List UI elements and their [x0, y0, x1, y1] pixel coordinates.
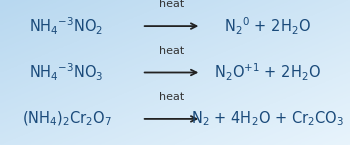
Text: NH$_4$$^{-3}$NO$_2$: NH$_4$$^{-3}$NO$_2$	[29, 15, 104, 37]
Text: N$_2$ + 4H$_2$O + Cr$_2$CO$_3$: N$_2$ + 4H$_2$O + Cr$_2$CO$_3$	[191, 110, 344, 128]
Text: (NH$_4$)$_2$Cr$_2$O$_7$: (NH$_4$)$_2$Cr$_2$O$_7$	[22, 110, 111, 128]
Text: NH$_4$$^{-3}$NO$_3$: NH$_4$$^{-3}$NO$_3$	[29, 62, 104, 83]
Text: heat: heat	[159, 92, 184, 102]
Text: heat: heat	[159, 46, 184, 56]
Text: heat: heat	[159, 0, 184, 9]
Text: N$_2$$^{0}$ + 2H$_2$O: N$_2$$^{0}$ + 2H$_2$O	[224, 15, 311, 37]
Text: N$_2$O$^{+1}$ + 2H$_2$O: N$_2$O$^{+1}$ + 2H$_2$O	[214, 62, 321, 83]
